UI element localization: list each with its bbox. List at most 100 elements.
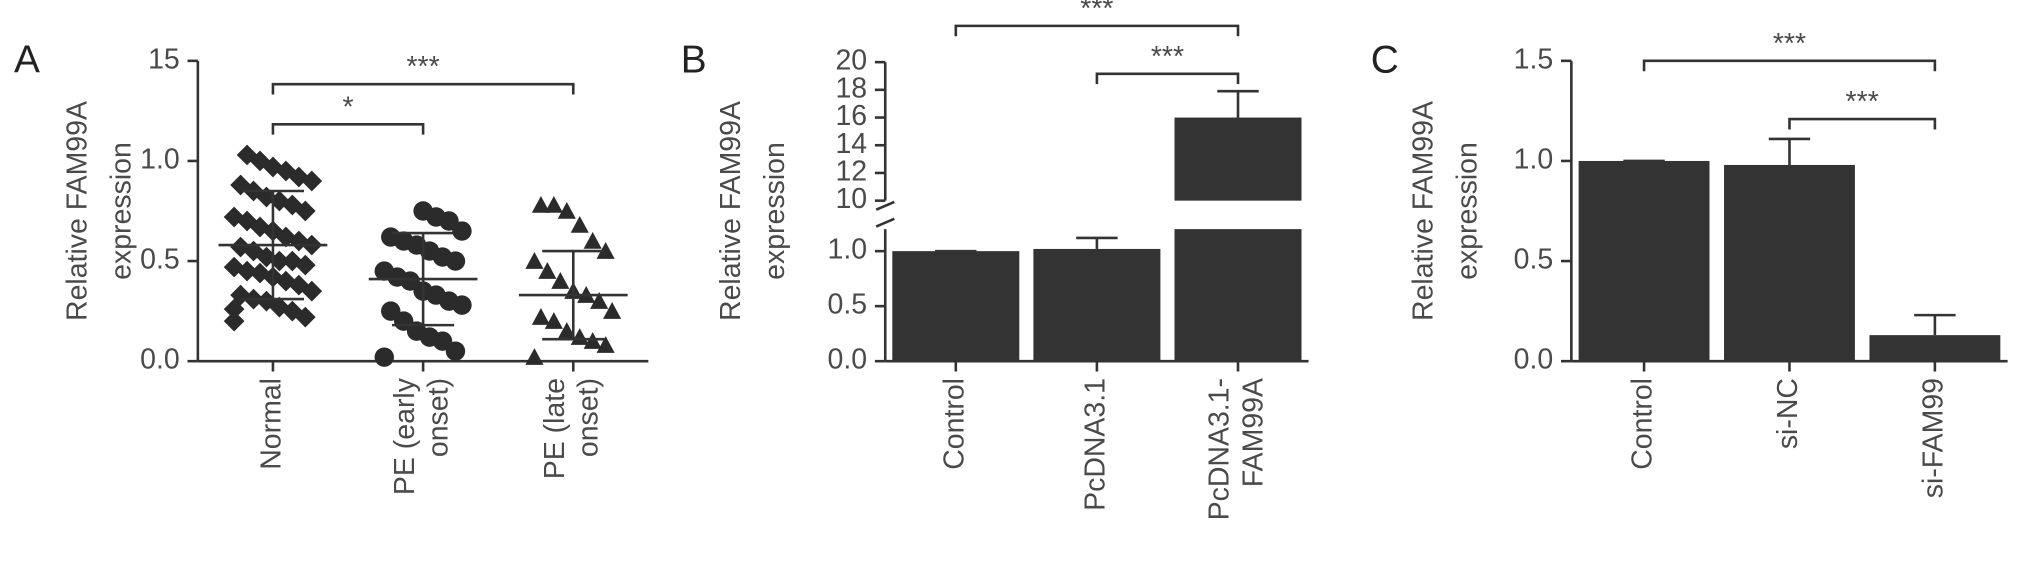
bar (892, 251, 1020, 362)
y-axis-label: expression (1452, 142, 1484, 280)
x-tick-label: Control (938, 378, 970, 470)
point (596, 241, 615, 259)
significance-bracket (271, 122, 425, 135)
point (381, 227, 401, 247)
significance-bracket (1642, 59, 1937, 72)
x-tick-label-line: si-NC (1772, 378, 1804, 449)
panel-label: C (1371, 38, 1399, 81)
y-tick-label: 0.0 (1514, 344, 1554, 376)
significance-label: * (342, 91, 353, 123)
point (570, 328, 589, 345)
x-tick-label-line: onset) (573, 378, 605, 457)
y-tick-label: 16 (835, 100, 867, 132)
point (544, 195, 563, 213)
point (236, 144, 258, 166)
y-tick-label: 15 (148, 43, 180, 75)
y-tick-label: 1.5 (1514, 43, 1554, 75)
x-tick-label-line: onset) (422, 378, 454, 457)
point (282, 194, 303, 216)
point (282, 250, 303, 272)
point (282, 300, 303, 322)
point (223, 310, 245, 332)
x-tick-label-line: si-FAM99 (1917, 378, 1949, 498)
point (374, 347, 394, 367)
point (374, 261, 394, 281)
significance-bracket (1788, 117, 1937, 130)
x-tick-label-line: Control (938, 378, 970, 470)
y-tick-label: 10 (835, 183, 867, 215)
x-tick-label: si-NC (1772, 378, 1804, 449)
x-tick-label: PcDNA3.1- FAM99A (1204, 378, 1270, 520)
bar (1869, 335, 2001, 362)
significance-bracket (271, 82, 575, 95)
significance-label: *** (406, 51, 439, 83)
point (223, 256, 245, 278)
y-tick-label: 1.0 (140, 143, 180, 175)
bar (1174, 229, 1302, 362)
point (590, 292, 609, 309)
x-tick-label: PE (late onset) (539, 378, 605, 479)
x-tick-label-line: PE (early (389, 377, 421, 495)
point (531, 195, 550, 213)
point (557, 322, 576, 339)
x-tick-label-line: PcDNA3.1- (1204, 378, 1236, 520)
panel-label: A (14, 38, 40, 81)
point (525, 348, 544, 365)
y-tick-label: 0.0 (828, 344, 868, 376)
significance-label: *** (1151, 41, 1184, 73)
panel-label: B (681, 38, 707, 81)
point (223, 206, 245, 228)
significance-bracket (1095, 72, 1240, 85)
axis-break (875, 217, 895, 228)
y-tick-label: 1.0 (1514, 143, 1554, 175)
bar (1578, 160, 1710, 362)
axis-break (875, 200, 895, 211)
point (223, 298, 245, 320)
x-tick-label: PE (early onset) (389, 377, 455, 495)
significance-label: *** (1773, 28, 1806, 60)
point (381, 301, 401, 321)
x-tick-label: si-FAM99 (1917, 378, 1949, 498)
y-tick-label: 12 (835, 155, 867, 187)
x-tick-label: Control (1627, 378, 1659, 470)
point (525, 252, 544, 269)
y-axis-label: Relative FAM99A (715, 101, 747, 321)
y-tick-label: 0.5 (140, 244, 180, 276)
x-tick-label-line: Control (1627, 378, 1659, 470)
point (230, 236, 251, 258)
y-tick-label: 1.0 (828, 234, 868, 266)
point (551, 272, 570, 289)
y-tick-label: 18 (835, 72, 867, 104)
x-tick-label-line: Normal (255, 378, 287, 470)
point (570, 215, 589, 233)
point (413, 201, 433, 221)
point (531, 308, 550, 325)
significance-bracket (954, 24, 1240, 37)
x-tick-label-line: PE (late (539, 378, 571, 479)
y-tick-label: 20 (835, 45, 867, 77)
x-tick-label-line: FAM99A (1237, 378, 1269, 487)
x-tick-label: Normal (255, 378, 287, 470)
y-tick-label: 14 (835, 128, 867, 160)
y-axis-label: Relative FAM99A (1408, 101, 1440, 321)
y-tick-label: 0.5 (1514, 244, 1554, 276)
bar (1033, 248, 1161, 362)
x-tick-label-line: PcDNA3.1 (1079, 378, 1111, 511)
y-tick-label: 0.5 (828, 289, 868, 321)
y-tick-label: 0.0 (140, 344, 180, 376)
point (538, 262, 557, 279)
bar (1724, 164, 1855, 362)
bar (1174, 117, 1302, 201)
significance-label: *** (1080, 0, 1113, 25)
point (603, 302, 622, 319)
point (583, 231, 602, 249)
point (262, 156, 284, 178)
significance-label: *** (1846, 86, 1879, 118)
y-axis-label: Relative FAM99A (61, 101, 93, 321)
y-axis-label: expression (105, 142, 137, 280)
x-tick-label: PcDNA3.1 (1079, 378, 1111, 511)
point (249, 262, 271, 284)
y-axis-label: expression (759, 142, 791, 280)
